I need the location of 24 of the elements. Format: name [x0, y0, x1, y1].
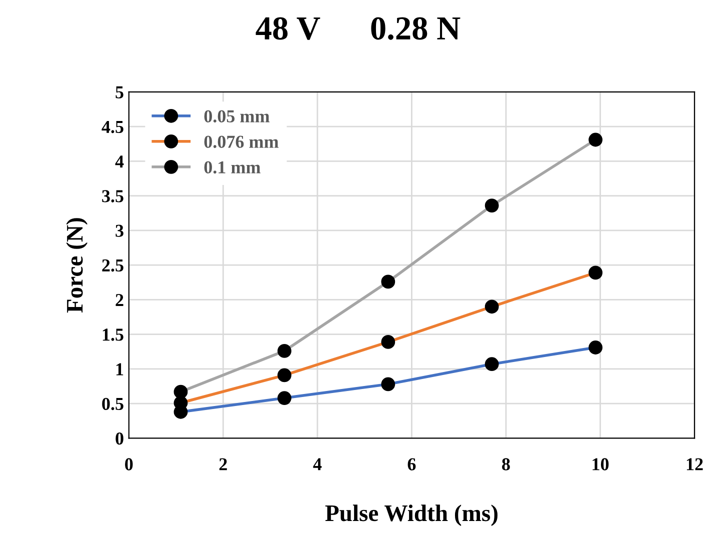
y-tick-label: 3.5: [102, 190, 124, 202]
x-tick-label: 10: [592, 458, 609, 470]
y-tick-label: 0.5: [102, 398, 124, 410]
x-axis-title: Pulse Width (ms): [325, 504, 498, 526]
x-tick-label: 0: [125, 458, 133, 470]
y-tick-label: 2.5: [102, 259, 124, 272]
y-tick-label: 3: [116, 224, 124, 237]
legend-label: 0.076 mm: [204, 136, 279, 148]
x-tick-label: 4: [313, 458, 322, 470]
legend-label: 0.1 mm: [204, 161, 260, 174]
y-tick-label: 1: [116, 363, 124, 376]
legend-label: 0.05 mm: [204, 110, 270, 122]
x-tick-label: 2: [219, 458, 227, 470]
y-tick-label: 5: [116, 86, 124, 98]
x-tick-label: 6: [408, 458, 416, 470]
y-axis-title: Force (N): [66, 218, 88, 313]
x-tick-label: 12: [686, 458, 703, 470]
y-tick-label: 1.5: [102, 328, 124, 341]
y-tick-label: 4.5: [102, 120, 124, 134]
y-tick-label: 4: [115, 156, 124, 168]
chart-title: 48 V 0.28 N: [256, 17, 460, 40]
y-tick-label: 2: [116, 294, 124, 306]
x-tick-label: 8: [502, 458, 510, 470]
y-tick-label: 0: [116, 432, 124, 445]
